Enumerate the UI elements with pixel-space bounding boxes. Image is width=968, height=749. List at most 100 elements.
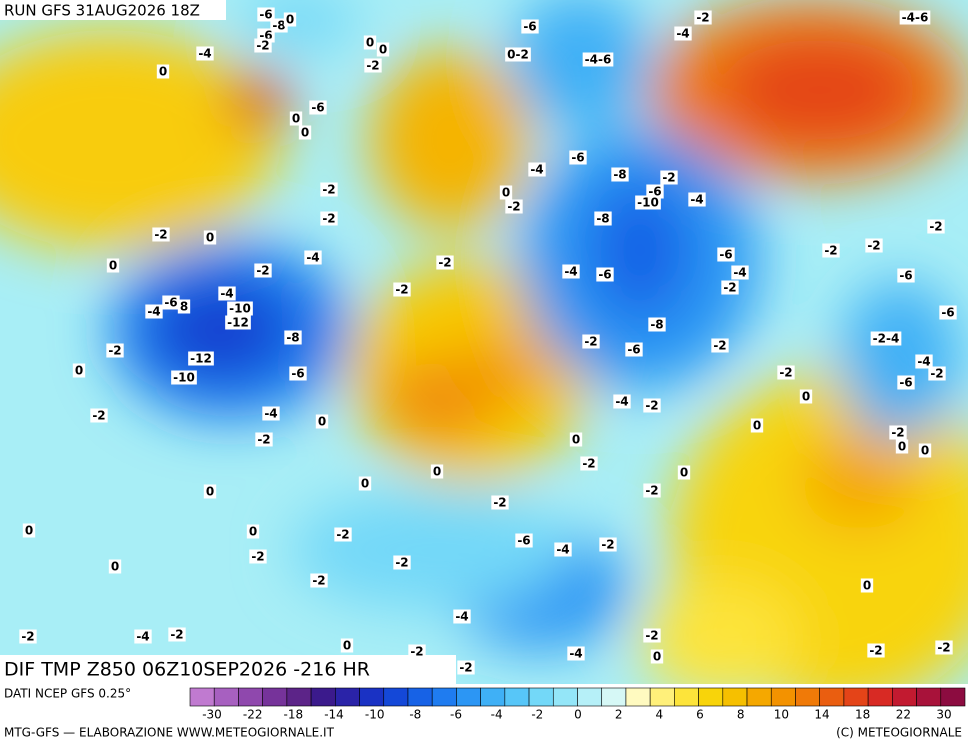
contour-label-bg xyxy=(867,643,885,658)
contour-label-bg xyxy=(249,549,267,564)
contour-label-bg xyxy=(408,644,426,659)
contour-label: -2 xyxy=(867,239,880,253)
colorbar-label: -6 xyxy=(450,708,462,722)
contour-label-bg xyxy=(899,10,931,25)
contour-label-bg xyxy=(611,167,629,182)
contour-label: -2 xyxy=(696,11,709,25)
contour-label: 0 xyxy=(111,560,119,574)
contour-label: -6 xyxy=(598,268,611,282)
contour-label-bg xyxy=(90,408,108,423)
contour-label-bg xyxy=(457,660,475,675)
contour-label-bg xyxy=(580,456,598,471)
contour-label: -4 xyxy=(455,610,468,624)
run-label: RUN GFS 31AUG2026 18Z xyxy=(4,2,200,20)
color-swatch xyxy=(674,687,699,707)
contour-label-bg xyxy=(289,366,307,381)
color-swatch xyxy=(456,687,481,707)
contour-label-bg xyxy=(320,211,338,226)
contour-label: -4-6 xyxy=(902,11,929,25)
contour-label: -2 xyxy=(108,344,121,358)
contour-label: -2 xyxy=(312,574,325,588)
contour-label-bg xyxy=(106,343,124,358)
contour-label: -2 xyxy=(322,183,335,197)
contour-label: -2 xyxy=(645,629,658,643)
contour-label: -2 xyxy=(869,644,882,658)
color-swatch xyxy=(528,687,554,707)
contour-label: 0 xyxy=(502,186,510,200)
colorbar-label: -30 xyxy=(202,708,222,722)
contour-label-bg xyxy=(334,527,352,542)
color-swatch xyxy=(843,687,869,707)
colorbar-label: 18 xyxy=(855,708,870,722)
contour-label: -10 xyxy=(637,196,659,210)
contour-label-bg xyxy=(599,537,617,552)
contour-label-bg xyxy=(643,483,661,498)
contour-label: 0 xyxy=(159,65,167,79)
contour-label: -6 xyxy=(311,101,324,115)
contour-label-bg xyxy=(939,305,957,320)
contour-label-bg xyxy=(915,354,933,369)
contour-label-bg xyxy=(646,184,664,199)
contour-label: -6 xyxy=(899,269,912,283)
contour-label-bg xyxy=(596,267,614,282)
contour-label: -2 xyxy=(582,457,595,471)
contour-label: -4 xyxy=(530,163,543,177)
contour-label: 0 xyxy=(318,415,326,429)
map-title: DIF TMP Z850 06Z10SEP2026 -216 HR xyxy=(4,659,370,681)
color-swatch xyxy=(940,687,966,707)
contour-label-bg xyxy=(505,199,523,214)
colorbar-label: 10 xyxy=(774,708,789,722)
contour-label: -4 xyxy=(733,266,746,280)
contour-label: -2 xyxy=(891,426,904,440)
contour-label: -8 xyxy=(613,168,626,182)
contour-label: -2 xyxy=(257,433,270,447)
contour-label: -2 xyxy=(493,496,506,510)
contour-label: -12 xyxy=(227,316,249,330)
contour-label: -6 xyxy=(648,185,661,199)
contour-label-bg xyxy=(246,524,260,539)
contour-label-bg xyxy=(650,649,664,664)
contour-label: -10 xyxy=(229,302,251,316)
contour-label: 0 xyxy=(653,650,661,664)
contour-label-bg xyxy=(750,418,764,433)
contour-label-bg xyxy=(188,351,214,366)
contour-label-bg xyxy=(262,406,280,421)
contour-label: -2 xyxy=(824,244,837,258)
contour-label-bg xyxy=(22,523,36,538)
contour-label-bg xyxy=(569,432,583,447)
colorbar-label: 4 xyxy=(656,708,664,722)
contour-label: -2 xyxy=(438,256,451,270)
contour-label: -2-4 xyxy=(873,332,900,346)
copyright: (C) METEOGIORNALE xyxy=(836,726,962,740)
contour-label-bg xyxy=(822,243,840,258)
color-swatch xyxy=(698,687,724,707)
contour-label: 0 xyxy=(680,466,688,480)
contour-label: -6 xyxy=(517,534,530,548)
contour-label-bg xyxy=(304,250,322,265)
contour-label-bg xyxy=(436,255,454,270)
contour-label: -4 xyxy=(676,27,689,41)
colorbar-label: -8 xyxy=(409,708,421,722)
contour-label: -2 xyxy=(507,200,520,214)
color-swatch xyxy=(649,687,675,707)
contour-label-bg xyxy=(309,100,327,115)
title-box xyxy=(0,655,456,685)
color-swatch xyxy=(262,687,288,707)
contour-label-bg xyxy=(218,286,236,301)
contour-label-bg xyxy=(491,495,509,510)
contour-label: -2 xyxy=(410,645,423,659)
contour-label-bg xyxy=(340,638,354,653)
color-swatch xyxy=(189,687,215,707)
contour-label: -10 xyxy=(173,371,195,385)
contour-label-bg xyxy=(106,258,120,273)
map xyxy=(0,0,968,684)
color-swatch xyxy=(286,687,312,707)
contour-label: 0 xyxy=(109,259,117,273)
colorbar-label: 0 xyxy=(574,708,582,722)
contour-label-bg xyxy=(156,64,170,79)
contour-label: 0 xyxy=(249,525,257,539)
colorbar-label: -2 xyxy=(531,708,543,722)
contour-label: 0 xyxy=(25,524,33,538)
map-labels: -6-8 0-6-2-40 0-200-2-6-4-6-2-4-4-6-600-2-… xyxy=(19,7,957,675)
contour-label: 0 xyxy=(379,43,387,57)
